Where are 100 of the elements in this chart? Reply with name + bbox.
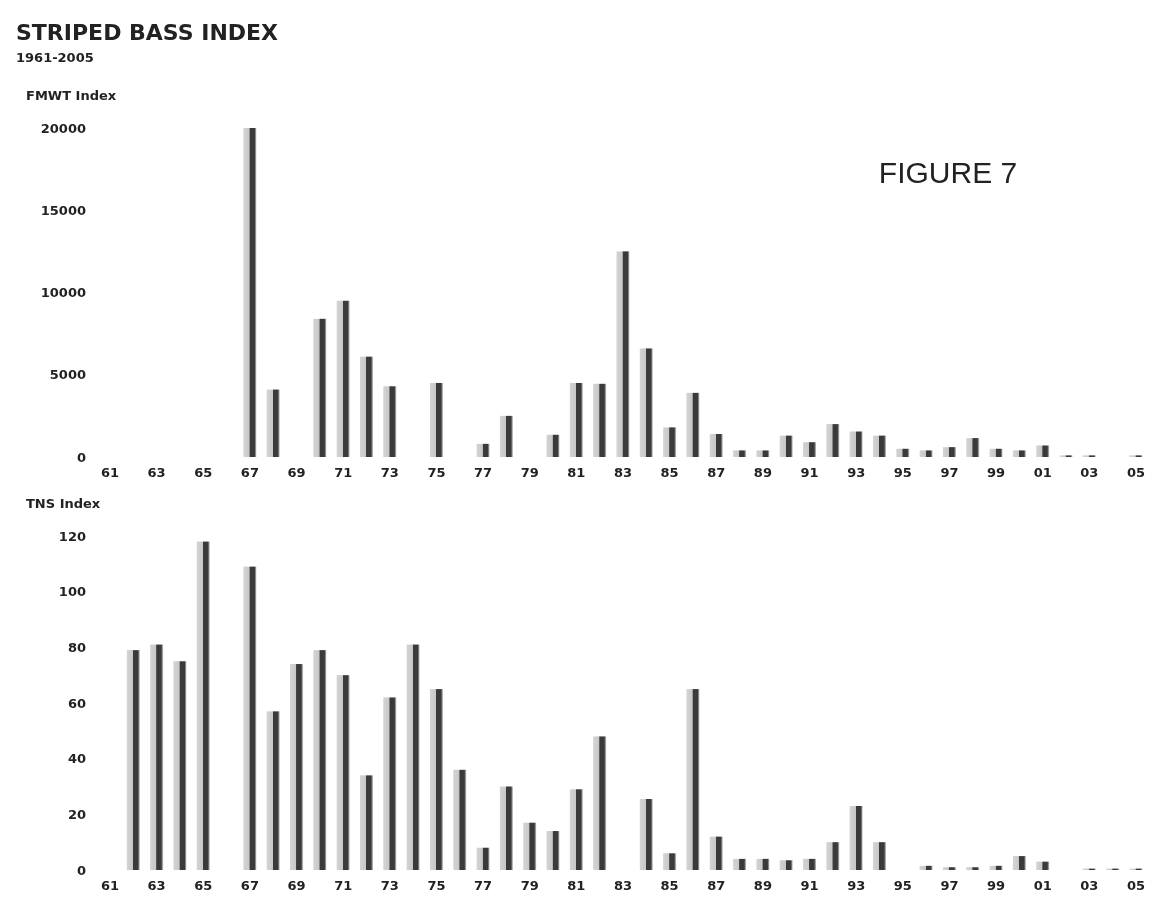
bar xyxy=(1012,450,1026,457)
y-tick-label: 15000 xyxy=(40,202,86,218)
bar xyxy=(663,427,677,457)
y-axis-title: TNS Index xyxy=(26,496,101,511)
bar xyxy=(476,443,490,457)
bar xyxy=(779,860,793,870)
y-tick-label: 80 xyxy=(67,639,86,655)
x-tick-label: 67 xyxy=(240,878,259,893)
bar xyxy=(360,775,373,870)
y-tick-label: 5000 xyxy=(49,367,86,383)
bar xyxy=(243,566,257,870)
x-tick-label: 67 xyxy=(240,465,259,480)
x-tick-label: 75 xyxy=(427,465,446,480)
x-tick-label: 63 xyxy=(147,465,166,480)
bar xyxy=(966,867,980,870)
x-tick-label: 93 xyxy=(847,465,866,480)
x-tick-label: 87 xyxy=(707,878,726,893)
bar xyxy=(616,251,630,457)
bar xyxy=(942,867,956,870)
bar xyxy=(942,447,956,457)
x-tick-label: 75 xyxy=(427,878,446,893)
x-tick-label: 83 xyxy=(613,465,633,480)
bar xyxy=(593,736,607,870)
x-tick-label: 93 xyxy=(847,878,866,893)
bar xyxy=(639,799,653,870)
x-tick-label: 65 xyxy=(194,465,213,480)
x-tick-label: 77 xyxy=(474,465,493,480)
bar xyxy=(499,786,513,870)
x-tick-label: 65 xyxy=(194,878,213,893)
bar xyxy=(429,382,443,457)
x-tick-label: 63 xyxy=(147,878,166,893)
x-tick-label: 99 xyxy=(987,878,1006,893)
x-tick-label: 91 xyxy=(800,465,819,480)
x-tick-label: 79 xyxy=(520,878,539,893)
bar xyxy=(546,831,560,870)
bar xyxy=(989,865,1003,870)
bar xyxy=(336,675,350,870)
bar xyxy=(756,858,770,870)
bar xyxy=(243,128,257,457)
bar xyxy=(919,865,933,870)
bar xyxy=(429,689,443,870)
bar xyxy=(639,348,653,457)
y-axis-title: FMWT Index xyxy=(26,88,117,103)
bar xyxy=(126,650,140,870)
bar xyxy=(150,644,164,870)
bar xyxy=(756,450,770,457)
bar xyxy=(826,424,840,457)
bar xyxy=(383,697,397,870)
bar xyxy=(803,858,817,870)
bar xyxy=(966,438,980,457)
bar xyxy=(266,389,280,457)
x-tick-label: 99 xyxy=(987,465,1006,480)
x-tick-label: 77 xyxy=(474,878,493,893)
bar xyxy=(173,661,187,870)
bar xyxy=(873,842,886,870)
x-tick-label: 05 xyxy=(1126,465,1146,480)
bar xyxy=(336,300,350,457)
bar xyxy=(290,664,304,870)
x-tick-label: 73 xyxy=(380,878,399,893)
x-tick-label: 03 xyxy=(1080,878,1099,893)
bar xyxy=(383,386,397,457)
bar xyxy=(313,318,327,457)
bar xyxy=(266,711,280,870)
x-tick-label: 73 xyxy=(380,465,399,480)
bar xyxy=(196,541,210,870)
bar xyxy=(1012,856,1026,870)
bar xyxy=(709,433,723,457)
x-tick-label: 71 xyxy=(334,465,353,480)
bar xyxy=(919,450,933,457)
bar xyxy=(709,836,723,870)
x-tick-label: 85 xyxy=(660,878,679,893)
y-tick-label: 10000 xyxy=(40,285,86,301)
x-tick-label: 61 xyxy=(100,878,120,893)
x-tick-label: 81 xyxy=(567,465,586,480)
x-tick-label: 69 xyxy=(287,465,306,480)
x-tick-label: 97 xyxy=(940,465,959,480)
y-tick-label: 60 xyxy=(67,695,86,711)
bar xyxy=(523,822,537,870)
x-tick-label: 01 xyxy=(1033,878,1052,893)
x-tick-label: 79 xyxy=(520,465,539,480)
x-tick-label: 97 xyxy=(940,878,959,893)
bar xyxy=(826,842,840,870)
x-tick-label: 85 xyxy=(660,465,679,480)
bar xyxy=(686,392,700,457)
y-tick-label: 20 xyxy=(67,806,86,822)
y-tick-label: 0 xyxy=(76,449,86,465)
bar xyxy=(593,383,607,457)
bar xyxy=(569,382,583,457)
y-tick-label: 0 xyxy=(76,862,86,878)
x-tick-label: 03 xyxy=(1080,465,1099,480)
bar xyxy=(989,448,1003,457)
bar xyxy=(1036,861,1050,870)
x-tick-label: 01 xyxy=(1033,465,1052,480)
y-tick-label: 20000 xyxy=(40,120,86,136)
x-tick-label: 81 xyxy=(567,878,586,893)
bar xyxy=(663,853,677,870)
annotation: FIGURE 7 xyxy=(878,156,1018,189)
y-tick-label: 40 xyxy=(67,751,86,767)
bar xyxy=(849,431,863,457)
bar xyxy=(406,644,420,870)
